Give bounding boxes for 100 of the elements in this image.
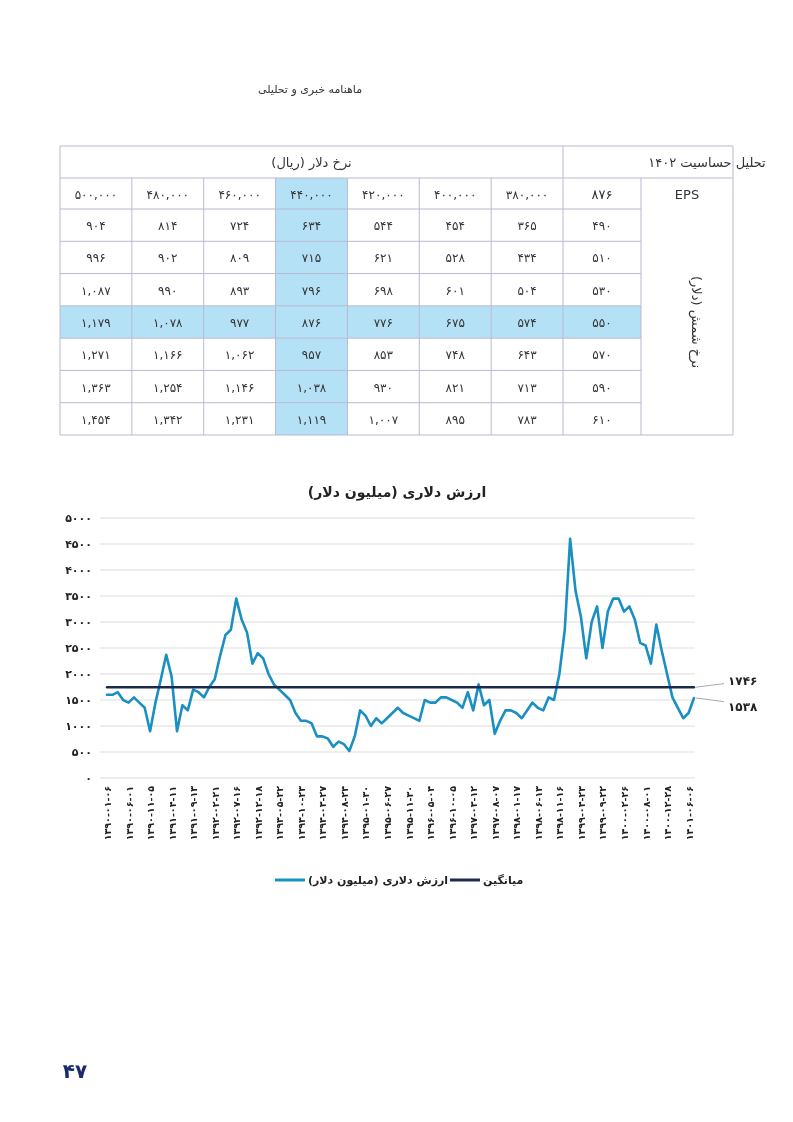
legend-label: ارزش دلاری (میلیون دلار) bbox=[308, 874, 449, 887]
data-label: ۱,۳۴۲ bbox=[152, 412, 183, 427]
data-label: ۶۲۱ bbox=[373, 251, 394, 266]
y-axis-title: نرخ شمش (دلار) bbox=[688, 275, 704, 369]
x-tick-label: ۱۳۹۶-۰۵-۰۴ bbox=[425, 785, 437, 841]
x-tick-label: ۱۳۹۸-۱۱-۱۶ bbox=[554, 786, 566, 841]
x-tick-label: ۵۰۰,۰۰۰ bbox=[74, 187, 118, 202]
data-label: ۱,۲۷۱ bbox=[81, 348, 111, 363]
text: EPS bbox=[674, 186, 700, 202]
data-label: ۷۱۵ bbox=[301, 251, 322, 266]
data-label: ۱,۱۷۹ bbox=[81, 316, 111, 330]
data-label: ۸۰۹ bbox=[229, 251, 250, 266]
data-label: ۴۳۴ bbox=[517, 251, 537, 266]
data-label: ۹۷۷ bbox=[229, 316, 250, 330]
data-label: ۹۹۶ bbox=[86, 251, 106, 266]
data-label: ۷۷۶ bbox=[373, 316, 394, 330]
x-tick-label: ۱۳۹۵-۰۱-۳۰ bbox=[360, 786, 372, 841]
x-tick-label: ۱۳۹۸-۰۱-۱۷ bbox=[511, 785, 523, 841]
data-label: ۱,۰۰۷ bbox=[368, 412, 399, 427]
y-tick-label: ۲۵۰۰ bbox=[65, 642, 92, 655]
data-label: ۶۴۳ bbox=[517, 348, 538, 363]
data-label: ۷۹۶ bbox=[301, 283, 322, 298]
data-label: ۹۹۰ bbox=[158, 283, 178, 298]
x-tick-label: ۱۳۹۲-۰۲-۲۱ bbox=[209, 786, 221, 841]
data-label: ۱,۰۷۸ bbox=[152, 316, 184, 330]
y-tick-label: ۵۹۰ bbox=[592, 380, 612, 395]
x-axis-title: نرخ دلار (ریال) bbox=[271, 155, 352, 171]
x-tick-label: ۱۳۹۱-۰۹-۱۳ bbox=[188, 785, 200, 841]
x-tick-label: ۱۳۹۶-۱۰-۰۵ bbox=[446, 785, 458, 841]
x-tick-label: ۱۳۹۹-۰۴-۲۳ bbox=[575, 785, 587, 841]
x-tick-label: ۱۳۹۵-۱۱-۳۰ bbox=[403, 786, 415, 841]
y-tick-label: ۵۱۰ bbox=[592, 251, 612, 266]
x-tick-label: ۱۳۹۳-۱۰-۲۳ bbox=[295, 785, 307, 841]
data-label: ۸۷۶ bbox=[301, 316, 322, 330]
data-label: ۱۵۳۸ bbox=[728, 699, 758, 714]
data-label: ۱,۰۳۸ bbox=[296, 380, 327, 395]
y-tick-label: ۵۵۰ bbox=[592, 316, 612, 330]
x-tick-label: ۱۳۹۴-۰۳-۲۷ bbox=[317, 785, 329, 841]
x-tick-label: ۳۸۰,۰۰۰ bbox=[505, 187, 549, 202]
data-label: ۱,۲۵۴ bbox=[152, 380, 183, 395]
data-label: ۱,۴۵۴ bbox=[81, 412, 111, 427]
data-label: ۷۱۳ bbox=[517, 380, 538, 395]
x-tick-label: ۱۴۰۰-۰۸-۰۱ bbox=[640, 786, 652, 841]
data-label: ۳۶۵ bbox=[517, 219, 537, 234]
x-tick-label: ۴۲۰,۰۰۰ bbox=[362, 187, 405, 202]
y-tick-label: ۴۰۰۰ bbox=[65, 564, 92, 577]
y-tick-label: ۱۰۰۰ bbox=[65, 720, 92, 733]
x-tick-label: ۱۳۹۲-۱۲-۱۸ bbox=[252, 785, 264, 841]
y-tick-label: ۶۱۰ bbox=[592, 412, 612, 427]
data-label: ۷۲۴ bbox=[229, 219, 250, 234]
data-label: ۶۷۵ bbox=[445, 316, 465, 330]
y-tick-label: ۰ bbox=[85, 772, 92, 785]
x-tick-label: ۱۳۹۳-۰۵-۲۲ bbox=[274, 785, 286, 841]
y-tick-label: ۳۵۰۰ bbox=[65, 590, 92, 603]
x-tick-label: ۱۳۹۱-۰۴-۱۱ bbox=[166, 786, 178, 841]
data-label: ۸۵۳ bbox=[373, 348, 394, 363]
y-tick-label: ۴۵۰۰ bbox=[65, 538, 92, 551]
text: تحلیل حساسیت ۱۴۰۲ bbox=[648, 155, 767, 170]
data-label: ۵۴۴ bbox=[373, 219, 394, 234]
x-tick-label: ۱۳۹۸-۰۶-۱۳ bbox=[532, 785, 544, 841]
x-tick-label: ۴۶۰,۰۰۰ bbox=[218, 187, 261, 202]
x-tick-label: ۱۳۹۰-۰۶-۰۱ bbox=[123, 786, 135, 841]
data-label: ۱,۱۶۶ bbox=[152, 348, 183, 363]
x-tick-label: ۱۴۰۰-۰۲-۲۶ bbox=[618, 786, 630, 841]
y-tick-label: ۱۵۰۰ bbox=[65, 694, 92, 707]
data-label: ۹۰۴ bbox=[86, 219, 106, 234]
y-tick-label: ۵۷۰ bbox=[592, 348, 612, 363]
data-label: ۶۹۸ bbox=[373, 283, 394, 298]
data-label: ۱,۲۳۱ bbox=[224, 412, 255, 427]
data-label: ۱,۱۴۶ bbox=[224, 380, 255, 395]
data-label: ۸۹۵ bbox=[445, 412, 465, 427]
x-tick-label: ۱۳۹۰-۰۱-۰۶ bbox=[102, 786, 113, 841]
data-label: ۸۹۳ bbox=[229, 283, 250, 298]
y-tick-label: ۵۰۰ bbox=[71, 746, 92, 759]
data-label: ۵۰۴ bbox=[517, 283, 537, 298]
data-label: ۹۳۰ bbox=[373, 380, 394, 395]
x-tick-label: ۱۳۹۷-۰۳-۱۲ bbox=[468, 785, 480, 841]
data-label: ۷۸۳ bbox=[517, 412, 538, 427]
data-label: ۱۷۴۶ bbox=[728, 673, 758, 688]
data-label: ۶۰۱ bbox=[445, 283, 465, 298]
x-tick-label: ۱۳۹۷-۰۸-۰۷ bbox=[489, 785, 501, 841]
chart-title: ارزش دلاری (میلیون دلار) bbox=[307, 484, 487, 501]
data-label: ۹۰۲ bbox=[158, 251, 178, 266]
y-tick-label: ۳۰۰۰ bbox=[65, 616, 92, 629]
data-label: ۹۵۷ bbox=[301, 348, 322, 363]
data-label: ۱,۳۶۳ bbox=[81, 380, 112, 395]
data-label: ۵۷۴ bbox=[517, 316, 537, 330]
x-tick-label: ۱۳۹۹-۰۹-۲۲ bbox=[597, 785, 609, 841]
y-tick-label: ۴۹۰ bbox=[592, 219, 612, 234]
x-tick-label: ۴۸۰,۰۰۰ bbox=[146, 187, 190, 202]
x-tick-label: ۱۳۹۵-۰۶-۲۷ bbox=[382, 785, 394, 841]
legend-label: میانگین bbox=[483, 874, 524, 887]
x-tick-label: ۴۰۰,۰۰۰ bbox=[433, 187, 477, 202]
data-label: ۱,۰۶۲ bbox=[224, 348, 255, 363]
y-tick-label: ۲۰۰۰ bbox=[65, 668, 92, 681]
chart-subtitle: ماهنامه خبری و تحلیلی bbox=[258, 83, 363, 96]
data-label: ۱,۰۸۷ bbox=[81, 283, 112, 298]
x-tick-label: ۱۳۹۲-۰۷-۱۶ bbox=[231, 786, 243, 841]
data-label: ۸۱۴ bbox=[158, 219, 178, 234]
x-tick-label: ۱۳۹۰-۱۱-۰۵ bbox=[145, 785, 157, 841]
